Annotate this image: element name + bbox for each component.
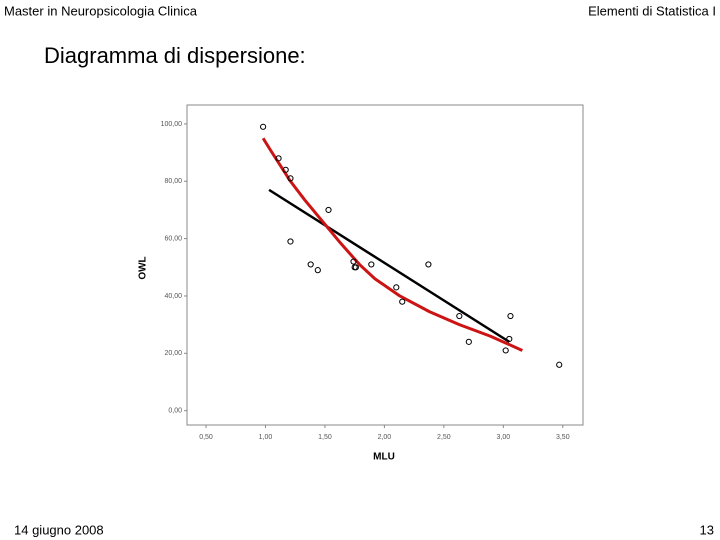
page-number: 13 [700,522,714,537]
y-tick-label: 100,00 [161,121,183,128]
data-point [275,155,282,162]
plot-frame [186,104,584,426]
data-point [314,267,321,274]
x-tick-label: 2,00 [378,434,392,441]
x-tick-label: 1,50 [318,434,332,441]
data-point [325,206,332,214]
data-point [368,261,375,268]
x-tick-label: 3,50 [556,434,570,441]
data-point [282,166,289,173]
y-tick-label: 40,00 [164,293,182,300]
x-tick-label: 0,50 [199,434,213,441]
data-point [352,264,359,271]
data-point [260,123,267,130]
y-tick-label: 20,00 [164,350,182,357]
data-point [506,335,513,343]
footer-date: 14 giugno 2008 [14,522,104,537]
fit-line [268,188,510,343]
x-tick-label: 3,00 [497,434,511,441]
x-tick-label: 1,00 [259,434,273,441]
data-point [307,261,314,268]
data-point [287,175,294,182]
data-point [393,284,400,291]
x-tick-label: 2,50 [437,434,451,441]
slide-title: Diagramma di dispersione: [44,43,306,68]
data-point [456,312,463,320]
data-point [425,261,432,268]
header-left: Master in Neuropsicologia Clinica [4,3,198,18]
y-tick-label: 80,00 [164,178,182,185]
header-right: Elementi di Statistica I [588,3,716,18]
x-axis-label: MLU [373,452,395,463]
y-axis-label: OWL [138,256,149,279]
y-tick-label: 0,00 [168,408,182,415]
data-point [350,258,357,265]
data-point [507,312,514,320]
data-point [465,338,472,345]
data-point [502,347,509,354]
y-tick-label: 60,00 [164,235,182,242]
data-point [287,238,294,245]
data-point [556,361,563,368]
data-point [399,298,406,305]
